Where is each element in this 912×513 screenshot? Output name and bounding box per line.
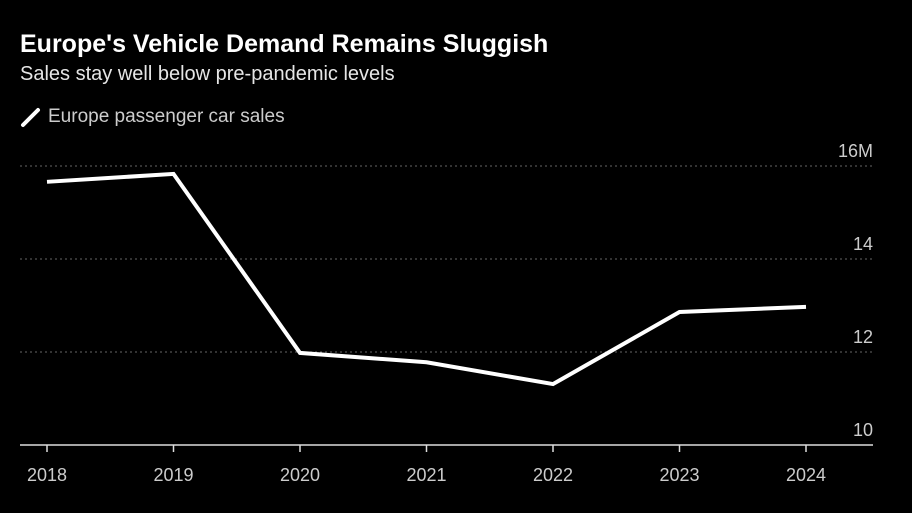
series-line (46, 171, 807, 387)
y-tick-label: 14 (853, 234, 873, 254)
y-tick-label: 12 (853, 327, 873, 347)
x-tick-label: 2024 (786, 465, 826, 485)
y-tick-label: 16M (838, 141, 873, 161)
x-tick-label: 2023 (659, 465, 699, 485)
chart-subtitle: Sales stay well below pre-pandemic level… (20, 63, 395, 85)
legend: Europe passenger car sales (20, 106, 285, 128)
x-tick-label: 2018 (27, 465, 67, 485)
chart-title: Europe's Vehicle Demand Remains Sluggish (20, 30, 549, 58)
legend-line-icon (21, 108, 40, 127)
x-tick-label: 2022 (533, 465, 573, 485)
x-tick-label: 2020 (280, 465, 320, 485)
x-tick-label: 2021 (406, 465, 446, 485)
y-tick-label: 10 (853, 420, 873, 440)
x-tick-label: 2019 (153, 465, 193, 485)
legend-label: Europe passenger car sales (48, 106, 285, 127)
